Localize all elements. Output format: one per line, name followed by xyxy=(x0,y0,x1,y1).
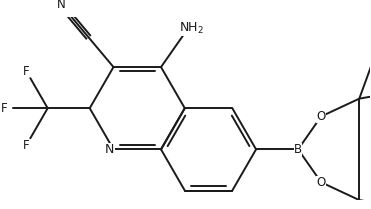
Text: F: F xyxy=(22,65,29,78)
Text: F: F xyxy=(0,102,7,115)
Text: O: O xyxy=(316,176,326,189)
Text: NH$_2$: NH$_2$ xyxy=(179,20,204,36)
Text: N: N xyxy=(105,143,115,156)
Text: O: O xyxy=(316,110,326,123)
Text: N: N xyxy=(57,0,66,11)
Text: F: F xyxy=(22,139,29,152)
Text: B: B xyxy=(294,143,302,156)
